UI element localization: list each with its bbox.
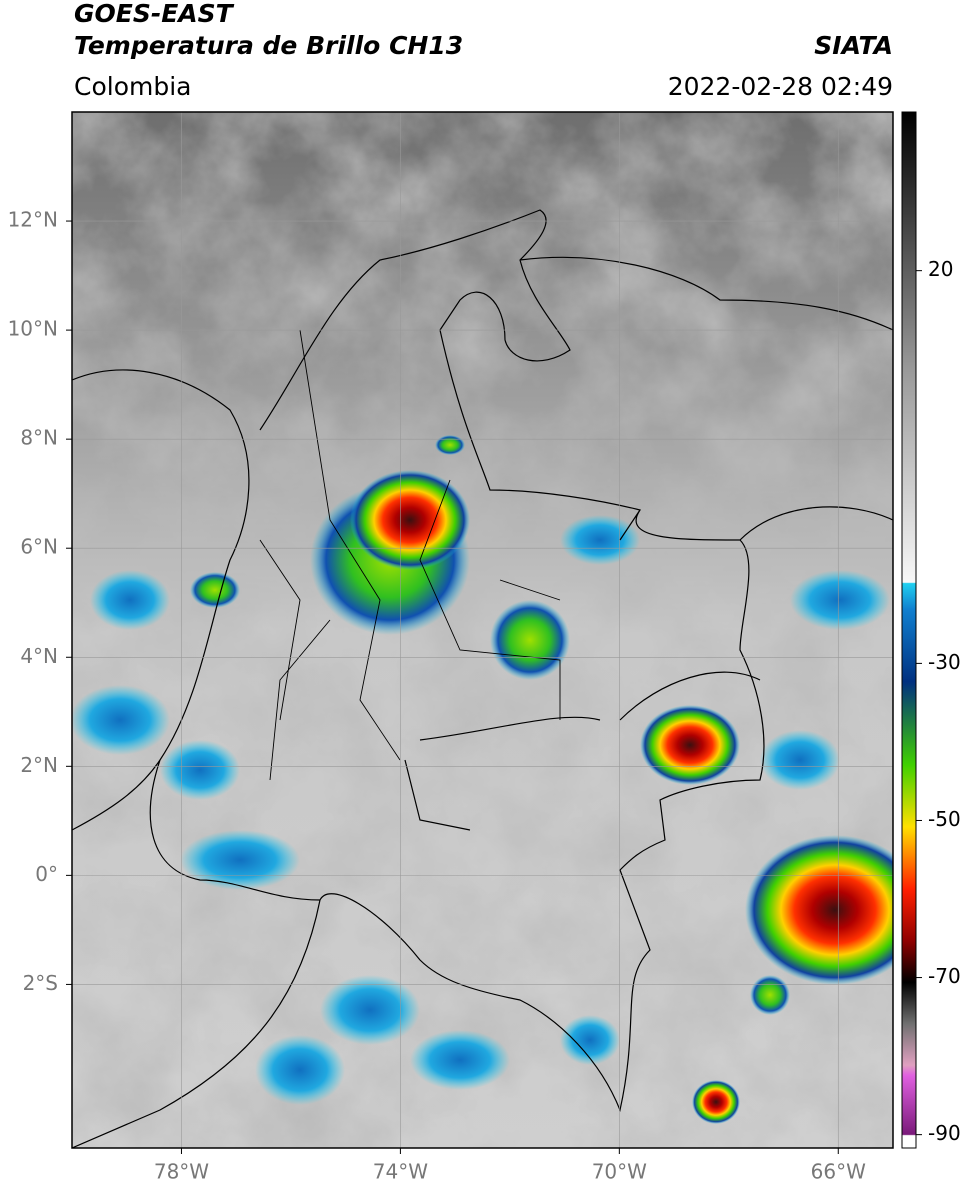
y-tick-label: 6°N [20,535,58,559]
x-tick-label: 78°W [154,1160,209,1184]
y-tick-label: 8°N [20,426,58,450]
title: GOES-EAST [74,0,235,28]
datetime: 2022-02-28 02:49 [668,72,893,101]
colorbar-tick-label: -70 [928,964,961,988]
colorbar-tick-label: 20 [928,257,953,281]
y-tick-label: 2°S [23,971,58,995]
x-tick-label: 70°W [592,1160,647,1184]
y-tick-label: 0° [35,862,58,886]
y-tick-label: 12°N [8,208,58,232]
x-tick-label: 74°W [373,1160,428,1184]
y-tick-label: 4°N [20,644,58,668]
subtitle: Temperatura de Brillo CH13 [74,31,463,60]
region: Colombia [74,72,191,101]
map-image [72,112,893,1148]
y-tick-label: 2°N [20,753,58,777]
y-tick-label: 10°N [8,317,58,341]
x-tick-label: 66°W [811,1160,866,1184]
grid [72,112,893,1148]
map-frame [71,111,894,1149]
source: SIATA [814,31,893,60]
colorbar-tick-label: -30 [928,650,961,674]
colorbar-tick-label: -90 [928,1121,961,1145]
colorbar-tick-label: -50 [928,807,961,831]
colorbar [901,111,917,1149]
